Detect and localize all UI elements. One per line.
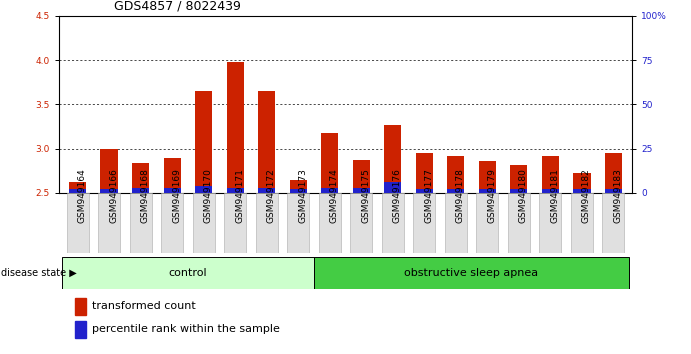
Bar	[542, 156, 559, 193]
Text: GSM949181: GSM949181	[550, 169, 559, 223]
FancyBboxPatch shape	[161, 193, 183, 253]
Bar	[415, 153, 433, 193]
Text: GSM949175: GSM949175	[361, 169, 370, 223]
FancyBboxPatch shape	[66, 193, 88, 253]
Bar	[258, 188, 276, 193]
Bar	[69, 189, 86, 193]
Text: transformed count: transformed count	[92, 302, 196, 312]
Bar	[415, 189, 433, 193]
Bar	[290, 189, 307, 193]
FancyBboxPatch shape	[193, 193, 215, 253]
Text: GSM949172: GSM949172	[267, 169, 276, 223]
Text: GSM949180: GSM949180	[519, 169, 528, 223]
Bar	[195, 186, 212, 193]
FancyBboxPatch shape	[476, 193, 498, 253]
Bar	[290, 180, 307, 193]
Bar	[75, 321, 86, 338]
Bar	[75, 298, 86, 314]
FancyBboxPatch shape	[350, 193, 372, 253]
Text: GSM949171: GSM949171	[235, 169, 244, 223]
Text: disease state ▶: disease state ▶	[1, 268, 77, 278]
Text: GSM949179: GSM949179	[487, 169, 496, 223]
FancyBboxPatch shape	[256, 193, 278, 253]
FancyBboxPatch shape	[62, 257, 314, 289]
Bar	[100, 149, 118, 193]
Text: obstructive sleep apnea: obstructive sleep apnea	[404, 268, 538, 278]
Text: GSM949164: GSM949164	[77, 169, 86, 223]
FancyBboxPatch shape	[224, 193, 246, 253]
Text: GDS4857 / 8022439: GDS4857 / 8022439	[114, 0, 241, 12]
Bar	[227, 62, 244, 193]
Bar	[132, 163, 149, 193]
Bar	[321, 188, 339, 193]
Text: GSM949168: GSM949168	[141, 169, 150, 223]
Bar	[164, 158, 181, 193]
Text: GSM949183: GSM949183	[614, 169, 623, 223]
FancyBboxPatch shape	[445, 193, 467, 253]
Text: GSM949182: GSM949182	[582, 169, 591, 223]
Bar	[195, 91, 212, 193]
Bar	[132, 188, 149, 193]
Bar	[321, 133, 339, 193]
Text: GSM949174: GSM949174	[330, 169, 339, 223]
FancyBboxPatch shape	[603, 193, 625, 253]
Bar	[447, 156, 464, 193]
Bar	[447, 189, 464, 193]
Text: percentile rank within the sample: percentile rank within the sample	[92, 325, 280, 335]
FancyBboxPatch shape	[319, 193, 341, 253]
Text: GSM949170: GSM949170	[204, 169, 213, 223]
Bar	[479, 189, 496, 193]
Bar	[227, 188, 244, 193]
Bar	[542, 189, 559, 193]
FancyBboxPatch shape	[381, 193, 404, 253]
Bar	[573, 189, 591, 193]
Bar	[573, 173, 591, 193]
Text: GSM949176: GSM949176	[392, 169, 401, 223]
Bar	[100, 189, 118, 193]
FancyBboxPatch shape	[413, 193, 435, 253]
Bar	[384, 182, 401, 193]
FancyBboxPatch shape	[130, 193, 152, 253]
Bar	[384, 125, 401, 193]
FancyBboxPatch shape	[508, 193, 530, 253]
Bar	[352, 188, 370, 193]
Bar	[164, 188, 181, 193]
FancyBboxPatch shape	[287, 193, 310, 253]
FancyBboxPatch shape	[98, 193, 120, 253]
Text: GSM949178: GSM949178	[456, 169, 465, 223]
Text: GSM949173: GSM949173	[299, 169, 307, 223]
FancyBboxPatch shape	[539, 193, 561, 253]
FancyBboxPatch shape	[314, 257, 629, 289]
Bar	[510, 165, 527, 193]
Text: control: control	[169, 268, 207, 278]
Bar	[510, 189, 527, 193]
Bar	[605, 153, 622, 193]
Bar	[605, 189, 622, 193]
Text: GSM949166: GSM949166	[109, 169, 118, 223]
Bar	[258, 91, 276, 193]
Bar	[352, 160, 370, 193]
Text: GSM949177: GSM949177	[424, 169, 433, 223]
Bar	[479, 161, 496, 193]
FancyBboxPatch shape	[571, 193, 593, 253]
Bar	[69, 182, 86, 193]
Text: GSM949169: GSM949169	[172, 169, 181, 223]
